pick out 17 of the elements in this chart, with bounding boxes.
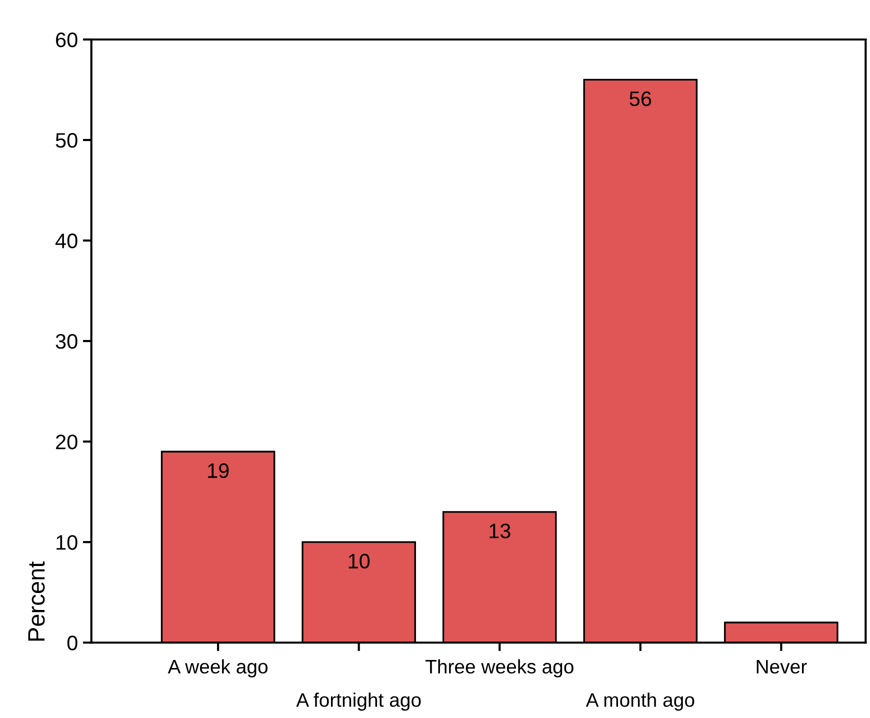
y-tick-label: 30 <box>56 334 78 349</box>
data-label: 19 <box>208 463 229 478</box>
data-label: 56 <box>630 91 652 106</box>
data-label: 13 <box>490 524 510 538</box>
x-tick-label: A fortnight ago <box>296 692 421 711</box>
y-tick-label: 20 <box>56 434 78 450</box>
x-tick-label: Never <box>756 660 807 674</box>
y-tick-label: 10 <box>56 535 78 550</box>
y-tick-label: 0 <box>67 636 78 650</box>
data-label: 10 <box>348 554 370 569</box>
y-tick-label: 50 <box>56 133 78 148</box>
x-tick-label: A week ago <box>168 659 268 678</box>
y-tick-label: 60 <box>56 32 78 48</box>
y-tick-label: 40 <box>55 234 78 248</box>
y-axis-title: Percent <box>28 561 45 641</box>
x-tick-label: A month ago <box>586 692 694 711</box>
x-tick-label: Three weeks ago <box>425 659 574 678</box>
